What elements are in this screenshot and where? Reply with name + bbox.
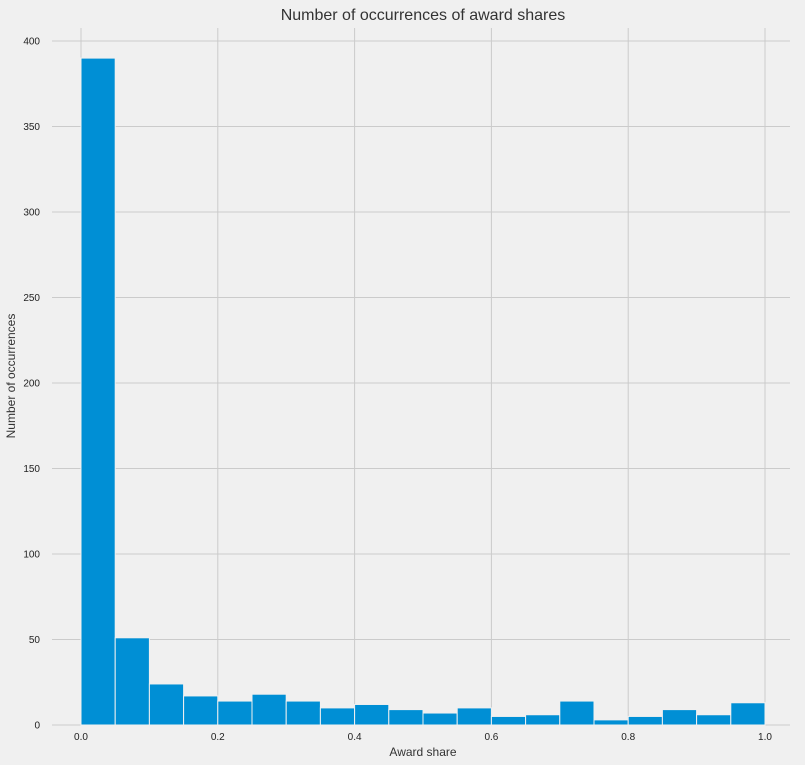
histogram-bar [490, 715, 527, 726]
histogram-bar [114, 637, 150, 726]
y-tick-label: 100 [23, 550, 40, 561]
y-tick-label: 200 [23, 379, 40, 390]
histogram-bar [148, 683, 185, 726]
y-tick-label: 250 [23, 293, 40, 304]
y-tick-label: 400 [23, 37, 40, 48]
histogram-bar [627, 715, 663, 726]
histogram-bar [696, 714, 732, 726]
x-axis-label: Award share [389, 745, 456, 759]
y-grid [52, 40, 790, 726]
histogram-bar [285, 700, 321, 726]
y-tick-label: 150 [23, 464, 40, 475]
histogram-bar [80, 57, 116, 726]
chart-title: Number of occurrences of award shares [281, 7, 566, 24]
y-tick-label: 300 [23, 208, 40, 219]
histogram-bar [730, 702, 766, 726]
histogram-bar [525, 714, 561, 726]
x-tick-label: 0.8 [621, 732, 635, 743]
y-axis-label: Number of occurrences [4, 314, 18, 439]
histogram-bar [559, 700, 595, 726]
histogram-bar [319, 707, 356, 726]
x-tick-label: 0.4 [348, 732, 362, 743]
y-tick-label: 350 [23, 122, 40, 133]
x-tick-label: 0.6 [484, 732, 498, 743]
y-tick-label: 0 [34, 721, 40, 732]
histogram-bar [388, 709, 424, 726]
histogram-bar [593, 719, 629, 726]
histogram-bar [217, 700, 253, 726]
x-tick-label: 0.2 [211, 732, 225, 743]
x-grid [80, 28, 766, 725]
histogram-bar [354, 703, 390, 726]
y-tick-label: 50 [29, 635, 41, 646]
histogram-bar [456, 707, 492, 726]
histogram-bar [183, 695, 219, 726]
histogram-bars [80, 57, 766, 726]
x-tick-labels: 0.0 0.2 0.4 0.6 0.8 1.0 [74, 732, 772, 743]
histogram-bar [661, 709, 698, 726]
histogram-bar [251, 693, 287, 726]
x-tick-label: 0.0 [74, 732, 88, 743]
histogram-bar [422, 712, 458, 726]
y-tick-labels: 0 50 100 150 200 250 300 350 400 [23, 37, 40, 732]
x-tick-label: 1.0 [758, 732, 772, 743]
